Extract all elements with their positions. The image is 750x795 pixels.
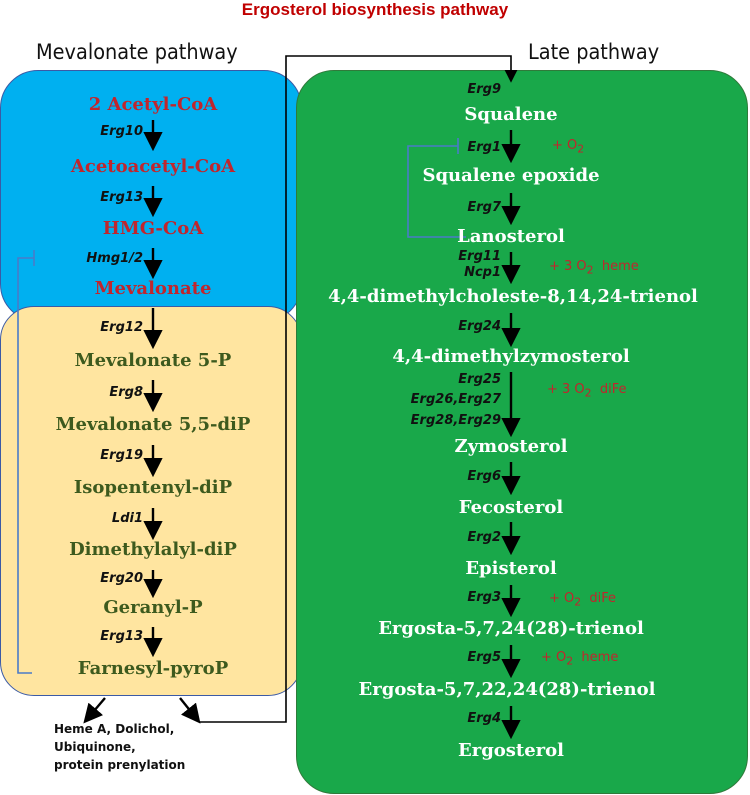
metabolite-mevalonate: Mevalonate bbox=[94, 278, 212, 299]
metabolite-ergosta-5-7-22-24-trienol: Ergosta-5,7,22,24(28)-trienol bbox=[358, 679, 656, 700]
mevalonate-lower-panel bbox=[0, 306, 302, 696]
late-pathway-header: Late pathway bbox=[528, 40, 660, 64]
enzyme-erg11: Erg11 bbox=[458, 249, 501, 264]
enzyme-hmg1-2: Hmg1/2 bbox=[86, 251, 143, 266]
enzyme-erg5: Erg5 bbox=[467, 650, 501, 665]
late-pathway-panel bbox=[296, 70, 748, 794]
enzyme-erg12: Erg12 bbox=[100, 320, 143, 335]
metabolite-episterol: Episterol bbox=[465, 558, 557, 579]
metabolite-farnesyl-pyrop: Farnesyl-pyroP bbox=[77, 658, 229, 679]
downstream-products: Heme A, Dolichol, Ubiquinone, protein pr… bbox=[54, 720, 185, 774]
product-line-3: protein prenylation bbox=[54, 758, 186, 772]
enzyme-erg19: Erg19 bbox=[100, 448, 143, 463]
product-line-2: Ubiquinone, bbox=[54, 740, 136, 754]
enzyme-erg9: Erg9 bbox=[467, 82, 501, 97]
enzyme-erg6: Erg6 bbox=[467, 469, 501, 484]
cofactor-erg11: + 3 O2 heme bbox=[549, 259, 639, 277]
enzyme-erg13-b: Erg13 bbox=[100, 629, 143, 644]
enzyme-erg3: Erg3 bbox=[467, 590, 501, 605]
feedback-inhibition-erg1 bbox=[407, 145, 466, 238]
metabolite-zymosterol: Zymosterol bbox=[454, 436, 568, 457]
metabolite-lanosterol: Lanosterol bbox=[457, 226, 565, 247]
metabolite-isopentenyl-dip: Isopentenyl-diP bbox=[73, 477, 233, 498]
cofactor-erg25: + 3 O2 diFe bbox=[547, 382, 627, 400]
metabolite-squalene: Squalene bbox=[464, 104, 558, 125]
enzyme-erg26-erg27: Erg26,Erg27 bbox=[410, 392, 501, 407]
enzyme-ncp1: Ncp1 bbox=[464, 265, 501, 280]
metabolite-ergosta-5-7-24-trienol: Ergosta-5,7,24(28)-trienol bbox=[378, 618, 644, 639]
enzyme-erg25: Erg25 bbox=[458, 372, 501, 387]
arrow-to-late bbox=[179, 697, 201, 724]
metabolite-acetoacetyl-coa: Acetoacetyl-CoA bbox=[70, 156, 236, 177]
enzyme-erg24: Erg24 bbox=[458, 319, 501, 334]
enzyme-erg2: Erg2 bbox=[467, 530, 501, 545]
diagram-title: Ergosterol biosynthesis pathway bbox=[241, 0, 509, 19]
feedback-inhibition-hmg bbox=[17, 257, 34, 674]
metabolite-hmg-coa: HMG-CoA bbox=[102, 218, 204, 239]
metabolite-dimethylallyl-dip: Dimethylalyl-diP bbox=[69, 539, 237, 560]
metabolite-dimethylzymosterol: 4,4-dimethylzymosterol bbox=[392, 346, 630, 367]
metabolite-mevalonate-55dip: Mevalonate 5,5-diP bbox=[55, 414, 251, 435]
enzyme-erg28-erg29: Erg28,Erg29 bbox=[410, 413, 501, 428]
enzyme-erg4: Erg4 bbox=[467, 711, 501, 726]
enzyme-erg10: Erg10 bbox=[100, 124, 143, 139]
enzyme-ldi1: Ldi1 bbox=[111, 511, 143, 526]
cofactor-erg1: + O2 bbox=[552, 138, 585, 156]
cofactor-erg3: + O2 diFe bbox=[549, 591, 617, 609]
enzyme-erg20: Erg20 bbox=[100, 571, 143, 586]
metabolite-geranyl-p: Geranyl-P bbox=[103, 597, 203, 618]
mevalonate-pathway-header: Mevalonate pathway bbox=[36, 40, 238, 64]
metabolite-dimethylcholeste-trienol: 4,4-dimethylcholeste-8,14,24-trienol bbox=[328, 286, 698, 307]
connector-to-squalene bbox=[200, 55, 518, 723]
enzyme-erg8: Erg8 bbox=[109, 385, 143, 400]
enzyme-erg13: Erg13 bbox=[100, 190, 143, 205]
metabolite-mevalonate-5p: Mevalonate 5-P bbox=[74, 350, 232, 371]
product-line-1: Heme A, Dolichol, bbox=[54, 722, 175, 736]
arrow-to-products bbox=[83, 697, 106, 724]
cofactor-erg5: + O2 heme bbox=[541, 650, 619, 668]
metabolite-acetyl-coa: 2 Acetyl-CoA bbox=[88, 94, 218, 115]
enzyme-erg1: Erg1 bbox=[467, 140, 501, 155]
metabolite-squalene-epoxide: Squalene epoxide bbox=[422, 165, 600, 186]
metabolite-fecosterol: Fecosterol bbox=[458, 497, 564, 518]
enzyme-erg7: Erg7 bbox=[467, 200, 501, 215]
metabolite-ergosterol: Ergosterol bbox=[457, 740, 565, 761]
